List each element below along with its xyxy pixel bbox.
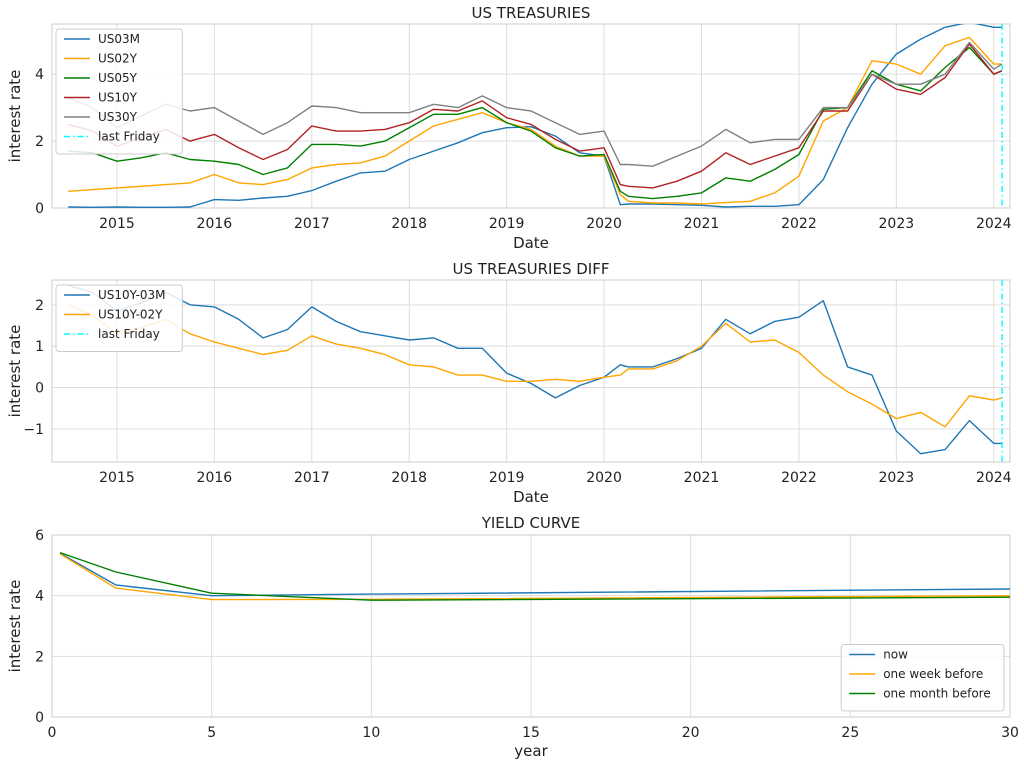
x-tick-label: 2016 — [197, 216, 233, 232]
x-tick-label: 2016 — [197, 470, 233, 486]
y-tick-label: 0 — [35, 201, 44, 217]
legend: now one week before one month before — [840, 644, 1005, 712]
legend-label: one week before — [883, 667, 983, 681]
chart-panel-1: 2015 2016 2017 2018 2019 2020 2021 2022 2023 2024… — [6, 4, 1012, 252]
x-tick-label: 2020 — [586, 470, 622, 486]
plot-frame — [51, 534, 1011, 718]
series-line-us10y — [68, 43, 1003, 189]
x-tick-label: 0 — [48, 725, 57, 741]
legend-label: US05Y — [98, 71, 138, 85]
x-axis-label: year — [514, 742, 548, 760]
x-tick-label: 2018 — [391, 216, 427, 232]
x-tick-label: 2021 — [684, 470, 720, 486]
x-tick-label: 2017 — [294, 216, 330, 232]
plot-area — [52, 24, 1010, 208]
y-axis-label: interest rate — [6, 70, 24, 163]
x-tick-label: 2024 — [976, 470, 1012, 486]
x-tick-label: 2019 — [489, 216, 525, 232]
series-line-us03m — [68, 24, 1002, 208]
legend-label: US30Y — [98, 110, 138, 124]
y-tick-label: 0 — [35, 710, 44, 726]
x-tick-label: 2022 — [781, 216, 817, 232]
x-tick-label: 5 — [207, 725, 216, 741]
x-axis-label: Date — [513, 234, 549, 252]
x-tick-label: 2017 — [294, 470, 330, 486]
chart-title: US TREASURIES — [472, 4, 591, 22]
x-tick-label: 2015 — [99, 470, 135, 486]
chart-panel-3: 0 5 10 15 20 25 30 0 2 4 6 YIELD CURVE year interest … — [6, 514, 1019, 760]
x-tick-label: 2020 — [586, 216, 622, 232]
x-tick-label: 10 — [362, 725, 380, 741]
plot-frame — [51, 279, 1011, 463]
series-line-one-week-before — [59, 553, 1010, 601]
chart-title: YIELD CURVE — [481, 514, 581, 532]
y-tick-label: 0 — [35, 381, 44, 397]
y-tick-label: −1 — [23, 422, 44, 438]
y-tick-label: 6 — [35, 528, 44, 544]
plot-frame — [51, 23, 1011, 209]
legend-label: now — [883, 648, 908, 662]
legend-label: US10Y — [98, 91, 138, 105]
legend: US03M US02Y US05Y US10Y US30Y last Friday — [55, 28, 183, 155]
legend-label: US10Y-03M — [98, 288, 166, 302]
x-tick-label: 2022 — [781, 470, 817, 486]
legend-box — [840, 644, 1005, 712]
y-axis-label: interest rate — [6, 580, 24, 673]
chart-title: US TREASURIES DIFF — [453, 260, 610, 278]
y-tick-label: 4 — [35, 589, 44, 605]
chart-panel-2: 2015 2016 2017 2018 2019 2020 2021 2022 2023 2024… — [6, 260, 1012, 506]
y-tick-label: 2 — [35, 649, 44, 665]
x-tick-label: 2023 — [879, 470, 915, 486]
series-line-us10y-02y — [67, 304, 1003, 428]
x-tick-label: 2018 — [391, 470, 427, 486]
legend-box — [55, 28, 183, 155]
legend: US10Y-03M US10Y-02Y last Friday — [55, 284, 183, 352]
legend-label: last Friday — [98, 130, 160, 144]
series-line-us10y-03m — [68, 284, 1002, 455]
x-tick-label: 2015 — [99, 216, 135, 232]
x-tick-label: 2021 — [684, 216, 720, 232]
x-tick-label: 2024 — [976, 216, 1012, 232]
y-tick-label: 2 — [35, 298, 44, 314]
x-tick-label: 20 — [682, 725, 700, 741]
legend-box — [55, 284, 183, 352]
series-line-one-month-before — [59, 551, 1010, 601]
x-tick-label: 30 — [1001, 725, 1019, 741]
series-line-us02y — [68, 36, 1002, 205]
legend-label: US10Y-02Y — [98, 308, 163, 322]
plot-area — [52, 280, 1010, 462]
x-axis-label: Date — [513, 488, 549, 506]
x-tick-label: 15 — [522, 725, 540, 741]
series-line-us30y — [67, 41, 1003, 167]
y-tick-label: 4 — [35, 67, 44, 83]
y-tick-label: 1 — [35, 339, 44, 355]
y-tick-label: 2 — [35, 134, 44, 150]
legend-label: one month before — [883, 687, 991, 701]
series-line-now — [59, 552, 1010, 597]
x-tick-label: 2019 — [489, 470, 525, 486]
legend-label: US03M — [98, 32, 140, 46]
legend-label: last Friday — [98, 327, 160, 341]
y-axis-label: interest rate — [6, 325, 24, 418]
legend-label: US02Y — [98, 52, 138, 66]
x-tick-label: 2023 — [879, 216, 915, 232]
x-tick-label: 25 — [841, 725, 859, 741]
